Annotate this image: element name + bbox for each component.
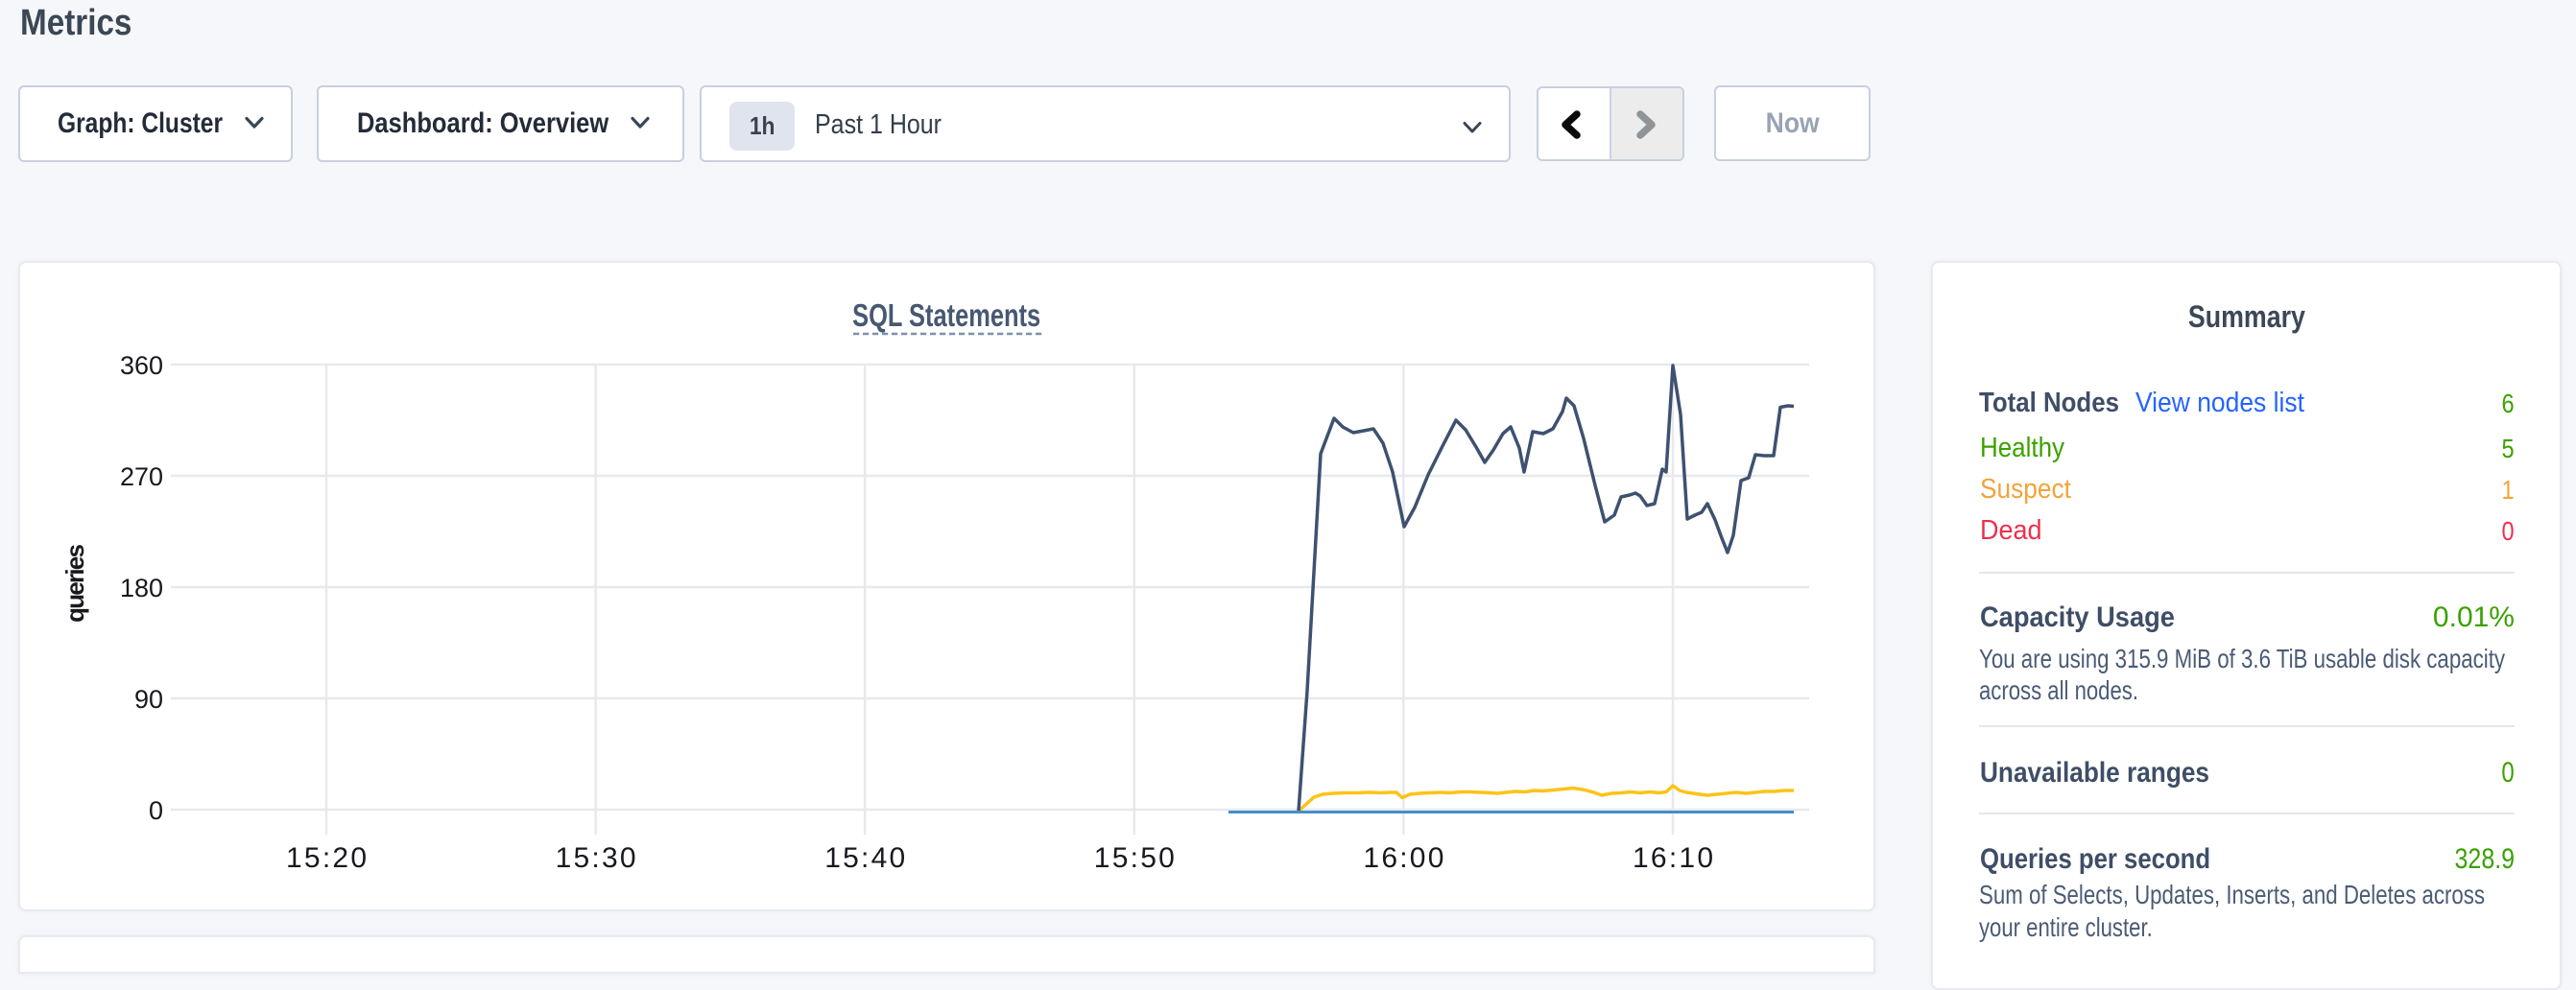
svg-text:270: 270 (120, 462, 163, 491)
svg-text:16:00: 16:00 (1363, 842, 1443, 874)
svg-text:180: 180 (120, 574, 163, 602)
svg-text:15:40: 15:40 (824, 842, 905, 874)
svg-text:queries: queries (60, 544, 89, 623)
svg-text:90: 90 (134, 685, 163, 714)
svg-text:15:20: 15:20 (286, 842, 367, 874)
svg-text:15:50: 15:50 (1094, 842, 1175, 874)
svg-text:360: 360 (120, 351, 163, 380)
svg-text:15:30: 15:30 (556, 842, 636, 874)
svg-text:0: 0 (149, 796, 163, 825)
svg-text:16:10: 16:10 (1633, 842, 1713, 874)
